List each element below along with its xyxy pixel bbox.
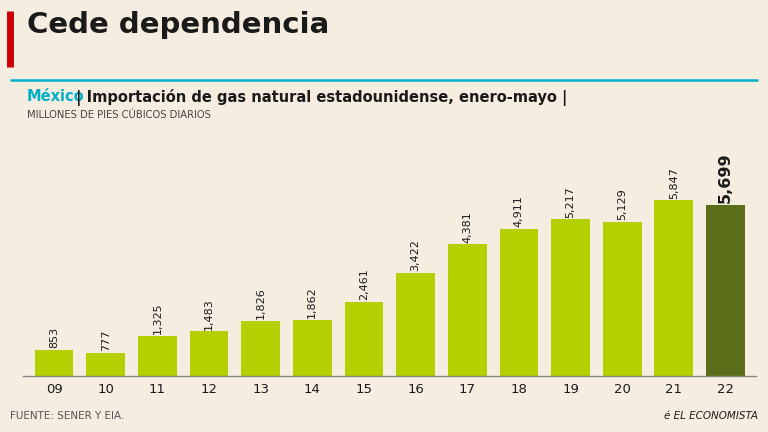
Bar [241,321,280,376]
Bar [396,273,435,376]
Bar [86,353,125,376]
Bar [35,350,74,376]
Text: 853: 853 [49,327,59,349]
Text: México: México [27,89,84,104]
Bar [448,245,487,376]
Bar [603,222,641,376]
Text: 5,217: 5,217 [565,186,575,218]
Bar [293,320,332,376]
Bar [499,229,538,376]
Text: 4,911: 4,911 [514,195,524,227]
Text: | Importación de gas natural estadounidense, enero-mayo |: | Importación de gas natural estadounide… [71,89,568,105]
Text: 1,826: 1,826 [256,288,266,319]
Bar [706,205,745,376]
Text: é EL ECONOMISTA: é EL ECONOMISTA [664,411,758,421]
Bar [551,219,590,376]
Text: MILLONES DE PIES CÚBICOS DIARIOS: MILLONES DE PIES CÚBICOS DIARIOS [27,110,210,120]
Text: 3,422: 3,422 [411,239,421,271]
Text: 2,461: 2,461 [359,268,369,300]
Bar [138,336,177,376]
Text: 5,699: 5,699 [718,152,733,203]
Text: 1,483: 1,483 [204,298,214,330]
Text: 5,847: 5,847 [669,167,679,199]
Text: 4,381: 4,381 [462,211,472,243]
Text: 1,862: 1,862 [307,286,317,318]
Text: FUENTE: SENER Y EIA.: FUENTE: SENER Y EIA. [10,411,124,421]
Text: Cede dependencia: Cede dependencia [27,11,329,39]
Bar [345,302,383,376]
Bar [654,200,694,376]
Text: 5,129: 5,129 [617,188,627,220]
Text: 777: 777 [101,329,111,351]
Bar [190,331,228,376]
Text: 1,325: 1,325 [152,303,162,334]
